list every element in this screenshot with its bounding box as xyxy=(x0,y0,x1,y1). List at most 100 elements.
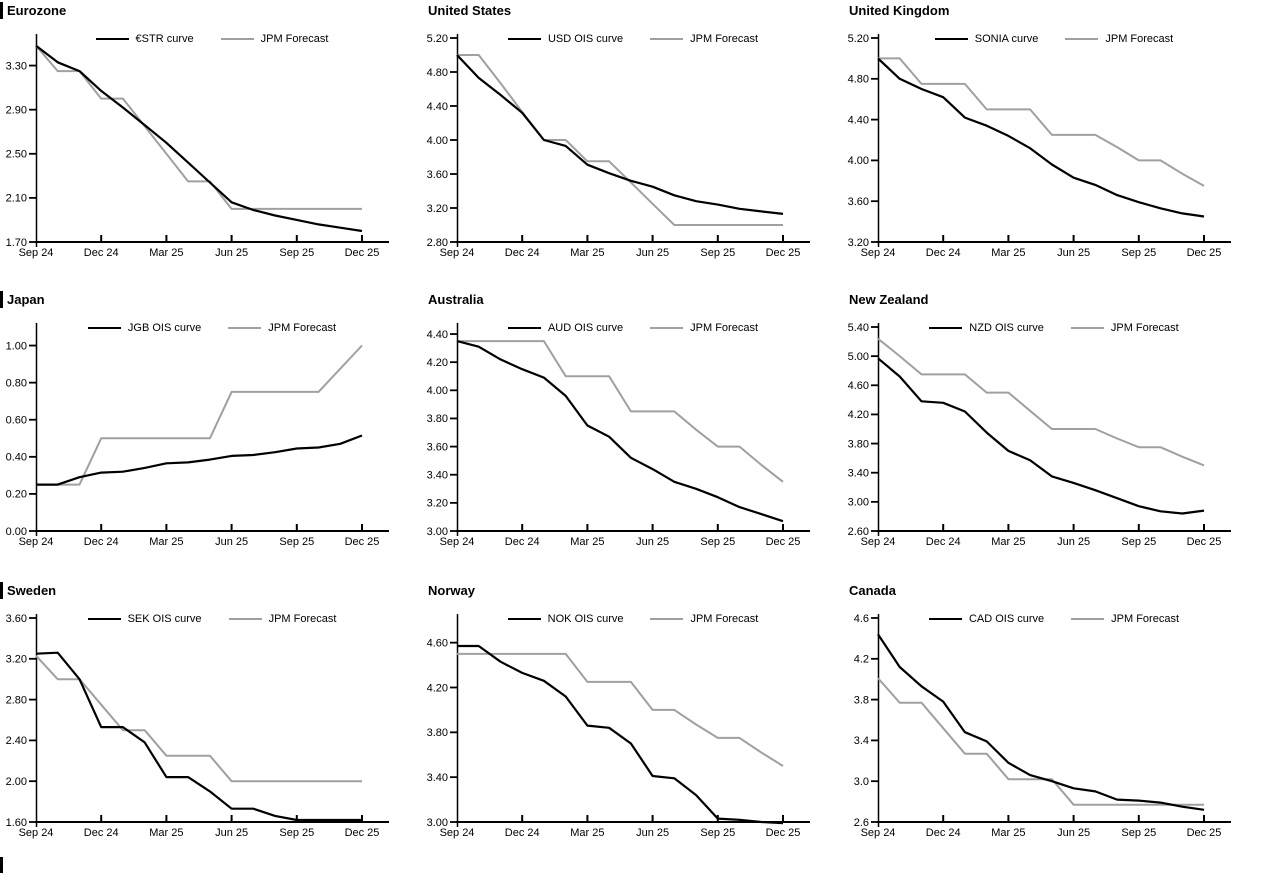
y-tick-label: 2.10 xyxy=(6,193,27,205)
x-tick-label: Dec 24 xyxy=(926,827,961,839)
y-tick-label: 3.00 xyxy=(427,817,448,829)
x-tick-label: Jun 25 xyxy=(636,536,669,548)
y-tick-label: 3.40 xyxy=(427,470,448,482)
y-tick-label: 3.20 xyxy=(848,237,869,249)
x-tick-label: Dec 25 xyxy=(1187,827,1222,839)
y-tick-label: 3.30 xyxy=(6,60,27,72)
chart-plot: 1.70 2.10 2.50 2.90 3.30 Sep 24 Dec 24 Mar 25 Ju… xyxy=(6,34,389,259)
x-tick-label: Sep 25 xyxy=(700,247,735,259)
x-tick-label: Dec 25 xyxy=(345,536,380,548)
chart-plot: 3.00 3.40 3.80 4.20 4.60 Sep 24 Dec 24 Mar 25 Ju… xyxy=(427,614,810,839)
section-marker-partial xyxy=(0,857,3,873)
y-tick-label: 4.40 xyxy=(427,329,448,341)
y-tick-label: 4.60 xyxy=(427,637,448,649)
chart-title: Eurozone xyxy=(7,3,67,18)
x-tick-label: Jun 25 xyxy=(1057,827,1090,839)
series-forecast-line xyxy=(457,652,784,767)
x-tick-label: Mar 25 xyxy=(570,827,604,839)
x-tick-label: Sep 25 xyxy=(279,827,314,839)
y-tick-label: 1.00 xyxy=(6,340,27,352)
chart-plot: 2.80 3.20 3.60 4.00 4.40 4.80 5.20 Sep 24 Dec 24… xyxy=(427,33,810,259)
chart-title: Canada xyxy=(849,583,896,598)
y-tick-label: 5.00 xyxy=(848,351,869,363)
chart-panel: Japan JGB OIS curve JPM Forecast 0.00 0.20 0.… xyxy=(0,285,421,570)
x-axis-ticks: Sep 24 Dec 24 Mar 25 Jun 25 Sep 25 Dec 25 xyxy=(440,235,800,259)
y-tick-label: 4.60 xyxy=(848,380,869,392)
chart-panel: New Zealand NZD OIS curve JPM Forecast 2.60… xyxy=(842,285,1264,570)
chart-panel: Australia AUD OIS curve JPM Forecast 3.00 3.… xyxy=(421,285,842,570)
chart-plot: 1.60 2.00 2.40 2.80 3.20 3.60 Sep 24 Dec 24 Mar … xyxy=(6,613,389,839)
x-tick-label: Dec 25 xyxy=(1187,247,1222,259)
x-tick-label: Dec 25 xyxy=(345,247,380,259)
x-tick-label: Mar 25 xyxy=(149,247,183,259)
y-tick-label: 2.40 xyxy=(6,735,27,747)
series-curve-line xyxy=(456,340,784,523)
x-tick-label: Mar 25 xyxy=(991,247,1025,259)
y-tick-label: 4.00 xyxy=(427,385,448,397)
y-tick-label: 3.80 xyxy=(427,413,448,425)
chart-title: New Zealand xyxy=(849,292,929,307)
x-axis-ticks: Sep 24 Dec 24 Mar 25 Jun 25 Sep 25 Dec 25 xyxy=(440,524,801,548)
x-tick-label: Dec 24 xyxy=(926,247,961,259)
y-tick-label: 0.40 xyxy=(6,452,27,464)
y-tick-label: 2.80 xyxy=(6,694,27,706)
x-tick-label: Jun 25 xyxy=(215,247,248,259)
chart-title: United Kingdom xyxy=(849,3,950,18)
x-tick-label: Dec 24 xyxy=(505,827,540,839)
section-marker xyxy=(0,291,3,308)
y-tick-label: 3.60 xyxy=(848,196,869,208)
y-tick-label: 3.80 xyxy=(427,727,448,739)
y-tick-label: 3.8 xyxy=(854,694,869,706)
y-tick-label: 1.60 xyxy=(6,817,27,829)
x-tick-label: Jun 25 xyxy=(1057,247,1090,259)
y-tick-label: 3.40 xyxy=(427,772,448,784)
x-tick-label: Sep 25 xyxy=(700,827,735,839)
series-curve-line xyxy=(877,57,1205,218)
x-axis-ticks: Sep 24 Dec 24 Mar 25 Jun 25 Sep 25 Dec 25 xyxy=(19,524,380,548)
series-curve-line xyxy=(35,44,363,233)
chart-panel: Eurozone €STR curve JPM Forecast 1.70 2.10 2.… xyxy=(0,0,421,285)
x-axis-ticks: Sep 24 Dec 24 Mar 25 Jun 25 Sep 25 Dec 25 xyxy=(19,815,380,839)
y-tick-label: 4.40 xyxy=(427,101,448,113)
x-tick-label: Sep 24 xyxy=(440,827,475,839)
y-tick-label: 0.20 xyxy=(6,489,27,501)
series-curve-line xyxy=(457,644,784,825)
x-axis-ticks: Sep 24 Dec 24 Mar 25 Jun 25 Sep 25 Dec 25 xyxy=(861,815,1222,839)
series-curve-line xyxy=(456,54,784,215)
x-tick-label: Sep 24 xyxy=(440,536,475,548)
section-marker xyxy=(0,2,3,19)
series-forecast-line xyxy=(457,54,783,226)
y-tick-label: 2.90 xyxy=(6,104,27,116)
x-tick-label: Mar 25 xyxy=(991,827,1025,839)
chart-plot: 3.00 3.20 3.40 3.60 3.80 4.00 4.20 4.40 Sep 24 De… xyxy=(427,323,810,548)
x-tick-label: Mar 25 xyxy=(570,247,604,259)
y-tick-label: 4.2 xyxy=(854,654,869,666)
x-tick-label: Dec 25 xyxy=(766,536,801,548)
chart-panel: Canada CAD OIS curve JPM Forecast 2.6 3.0 3.4… xyxy=(842,570,1264,873)
y-tick-label: 5.20 xyxy=(848,33,869,45)
x-tick-label: Sep 25 xyxy=(1121,247,1156,259)
x-tick-label: Sep 24 xyxy=(19,536,54,548)
y-tick-label: 0.60 xyxy=(6,415,27,427)
x-tick-label: Sep 25 xyxy=(1121,827,1156,839)
chart-plot: 0.00 0.20 0.40 0.60 0.80 1.00 Sep 24 Dec 24 Mar … xyxy=(6,323,389,548)
y-tick-label: 4.80 xyxy=(427,67,448,79)
y-tick-label: 1.70 xyxy=(6,237,27,249)
x-tick-label: Dec 25 xyxy=(345,827,380,839)
x-tick-label: Dec 24 xyxy=(84,536,119,548)
x-tick-label: Sep 24 xyxy=(19,247,54,259)
series-curve-line xyxy=(35,651,362,822)
y-tick-label: 4.00 xyxy=(427,135,448,147)
series-curve-line xyxy=(877,633,1205,811)
x-tick-label: Sep 25 xyxy=(1121,536,1156,548)
x-tick-label: Jun 25 xyxy=(215,827,248,839)
chart-title: Sweden xyxy=(7,583,57,598)
y-tick-label: 2.6 xyxy=(854,817,869,829)
y-axis-ticks: 1.70 2.10 2.50 2.90 3.30 xyxy=(6,60,36,249)
y-tick-label: 3.00 xyxy=(427,526,448,538)
y-axis-ticks: 3.20 3.60 4.00 4.40 4.80 5.20 xyxy=(848,33,878,249)
y-tick-label: 4.6 xyxy=(854,613,869,625)
chart-panel: Sweden SEK OIS curve JPM Forecast 1.60 2.00 2… xyxy=(0,570,421,873)
y-tick-label: 3.60 xyxy=(6,613,27,625)
y-tick-label: 3.60 xyxy=(427,441,448,453)
